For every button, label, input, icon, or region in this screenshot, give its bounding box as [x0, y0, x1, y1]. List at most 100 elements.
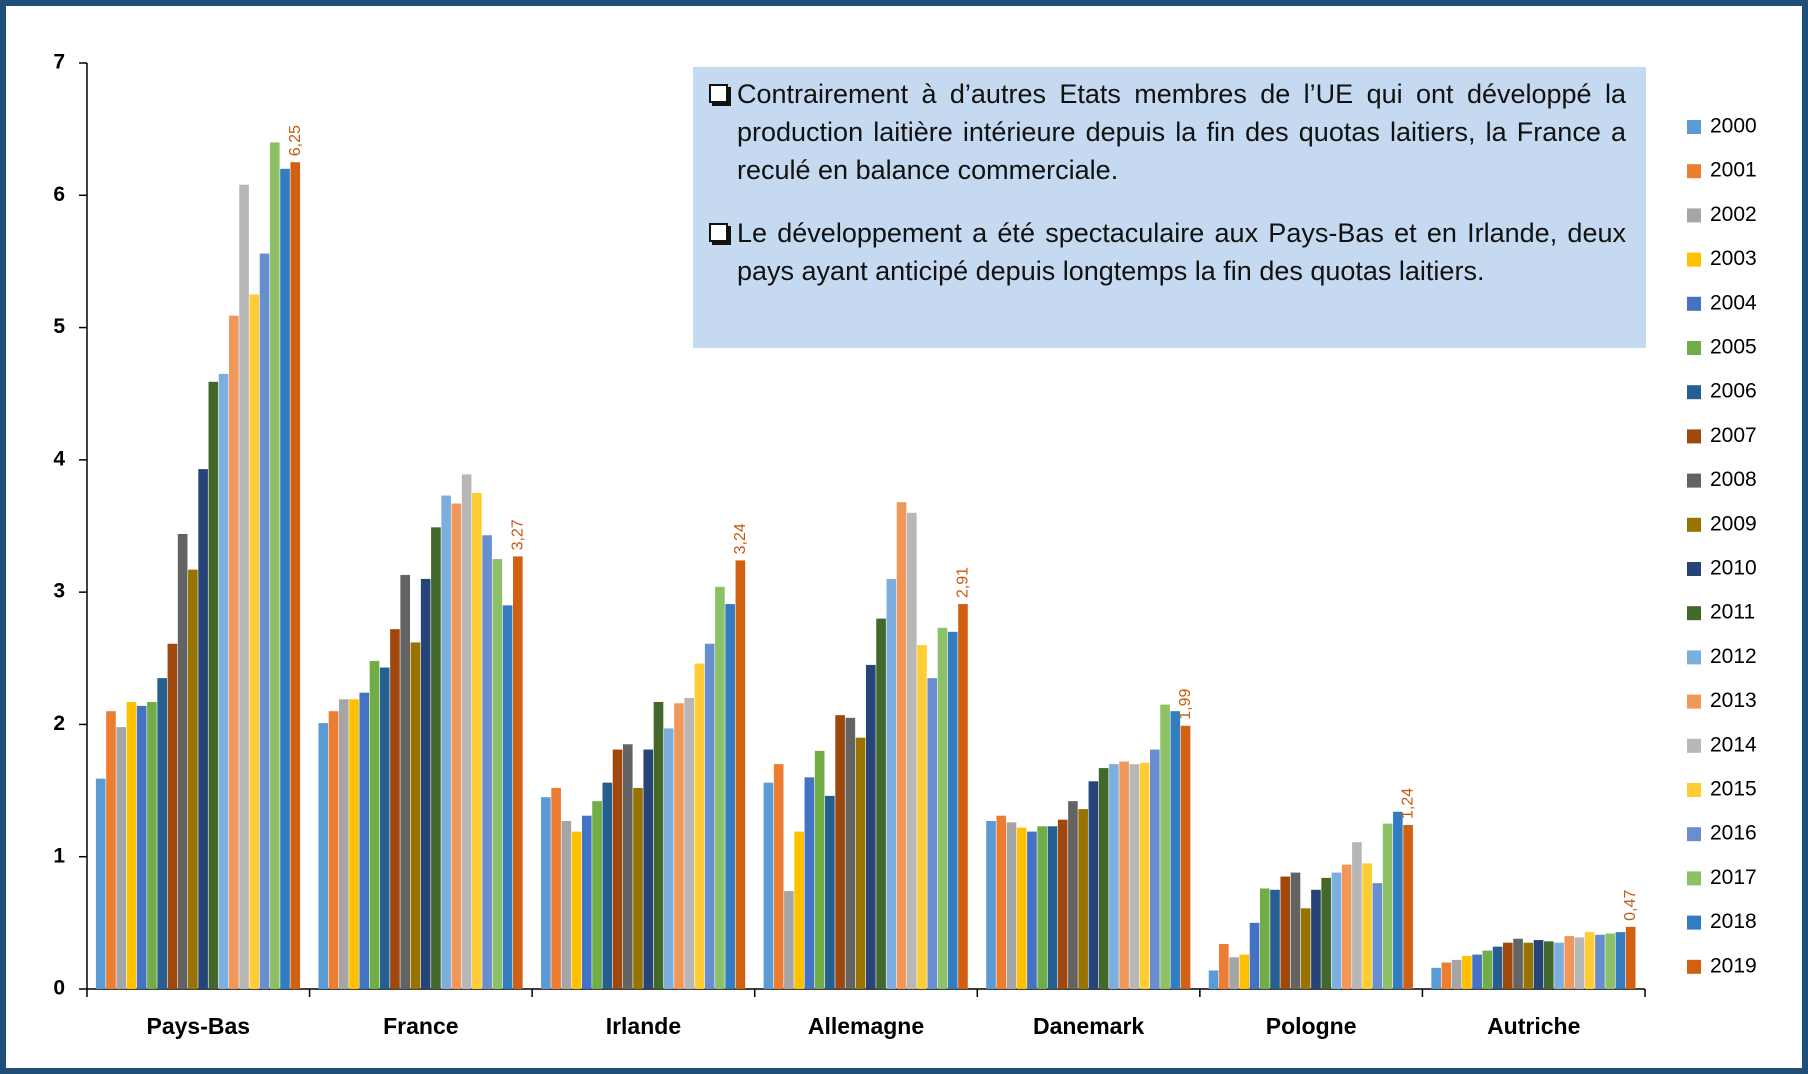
bar [1160, 704, 1170, 989]
bar [369, 660, 380, 989]
bar [571, 831, 582, 989]
legend-swatch [1687, 827, 1701, 842]
bar [1403, 824, 1413, 989]
bar [886, 578, 897, 989]
bullet [709, 223, 728, 242]
bar [1472, 954, 1482, 989]
legend-label: 2000 [1710, 115, 1757, 138]
bar [794, 831, 804, 989]
legend-swatch [1687, 738, 1701, 753]
bar [1016, 827, 1027, 989]
data-label: 1,24 [1400, 788, 1417, 819]
bar [1047, 826, 1058, 989]
bar [167, 643, 178, 989]
bar [390, 629, 400, 989]
bar [1259, 888, 1270, 989]
bar [1462, 955, 1472, 989]
bar [1482, 950, 1493, 989]
bar [431, 527, 441, 989]
bar [1393, 811, 1403, 989]
bar [704, 643, 715, 989]
bar [198, 469, 208, 989]
bar [328, 711, 339, 989]
annotation-text: Contrairement à d’autres Etats membres d… [737, 79, 1626, 185]
bar [784, 891, 794, 989]
bar [1321, 877, 1332, 989]
bar [1229, 957, 1239, 989]
bar [259, 253, 270, 989]
legend-swatch [1687, 208, 1701, 223]
bar [1057, 819, 1068, 989]
bar [986, 820, 996, 989]
bar [1170, 711, 1181, 989]
data-label: 6,25 [287, 125, 304, 156]
bar [1431, 967, 1441, 989]
bar [461, 474, 472, 989]
bar [359, 692, 370, 989]
legend-label: 2012 [1710, 645, 1757, 668]
bar [1239, 954, 1250, 989]
y-tick-label: 1 [53, 844, 65, 867]
legend-label: 2004 [1710, 291, 1757, 314]
bar [1492, 946, 1503, 989]
bar [1078, 809, 1088, 989]
data-label: 3,27 [509, 519, 526, 550]
legend-swatch [1687, 296, 1701, 311]
annotation-text: Le développement a été spectaculaire aux… [737, 218, 1626, 286]
legend-label: 2009 [1710, 512, 1757, 535]
bar [218, 373, 229, 989]
bar [1574, 937, 1585, 989]
bar [1139, 762, 1150, 989]
bar [338, 699, 349, 989]
bar [249, 294, 260, 989]
bar [845, 717, 856, 989]
data-label: 2,91 [954, 567, 971, 598]
legend-label: 2003 [1710, 247, 1757, 270]
data-label: 3,24 [732, 523, 749, 554]
legend-label: 2017 [1710, 866, 1757, 889]
bar [876, 618, 886, 989]
bar [1533, 940, 1544, 989]
bar [379, 667, 390, 989]
bar [1523, 942, 1534, 989]
bar [188, 569, 198, 989]
y-tick-label: 7 [53, 51, 65, 74]
bar [280, 168, 290, 990]
bar [561, 820, 572, 989]
legend-swatch [1687, 650, 1701, 665]
legend-swatch [1687, 120, 1701, 134]
bar [1605, 933, 1616, 989]
bullet [709, 84, 728, 103]
bar [177, 533, 188, 989]
legend-swatch [1687, 473, 1701, 488]
bar [541, 797, 551, 989]
bar [318, 723, 329, 989]
y-tick-label: 0 [53, 977, 65, 1000]
bar [106, 711, 116, 989]
legend-label: 2001 [1710, 159, 1757, 182]
bar [917, 645, 927, 989]
legend-label: 2014 [1710, 733, 1757, 756]
bar [1451, 959, 1462, 989]
bar [763, 782, 774, 989]
x-tick-label: Autriche [1487, 1013, 1580, 1039]
bar [136, 705, 147, 989]
bar [592, 801, 602, 989]
bar [1129, 764, 1140, 989]
bar [602, 782, 613, 989]
bar [1362, 863, 1372, 989]
bar [814, 750, 825, 989]
legend-label: 2006 [1710, 380, 1757, 403]
bar [1543, 941, 1554, 989]
legend-swatch [1687, 341, 1701, 355]
legend-label: 2019 [1710, 954, 1757, 977]
bar [643, 749, 654, 989]
bar [684, 697, 695, 989]
bar [653, 701, 664, 989]
bar [502, 605, 513, 989]
legend-label: 2013 [1710, 689, 1757, 712]
bar [694, 663, 705, 989]
annotation-box: Contrairement à d’autres Etats membres d… [693, 67, 1646, 348]
bar [633, 787, 643, 989]
